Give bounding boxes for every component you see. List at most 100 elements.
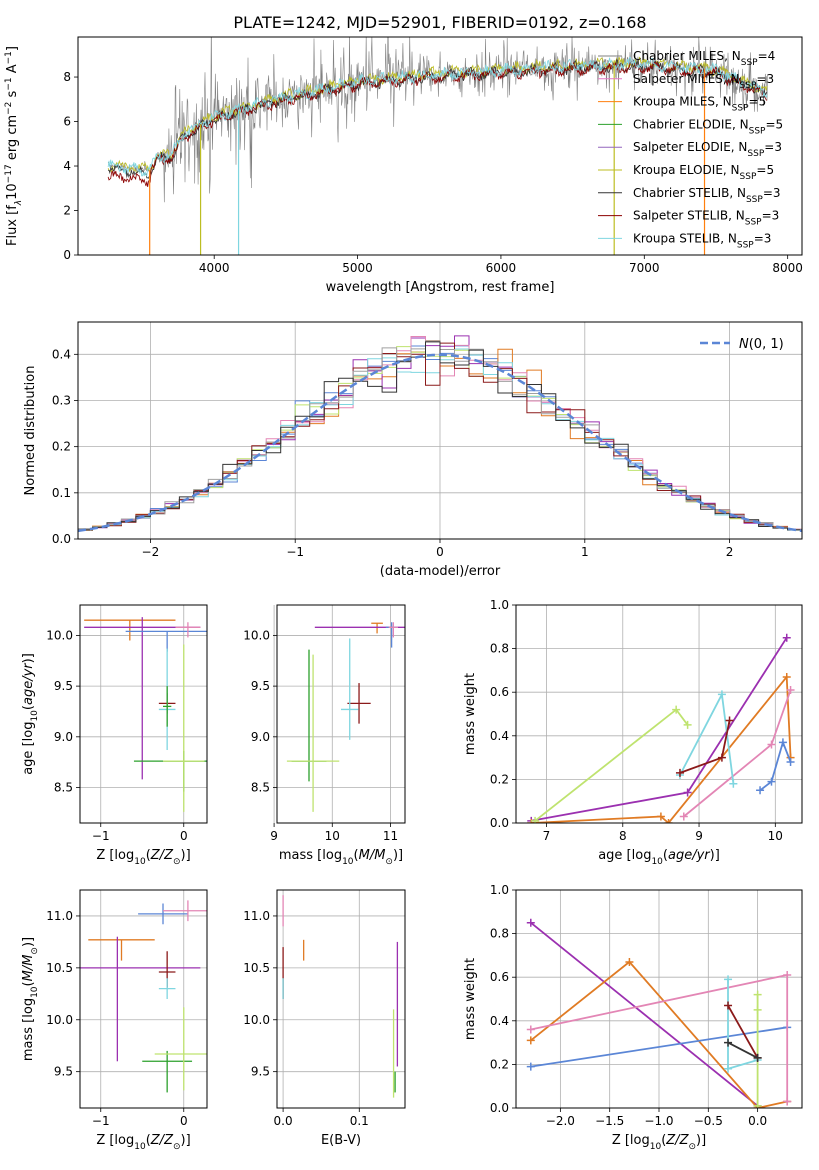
legend-entry-sub: SSP [741, 58, 758, 68]
legend-entry-text: Kroupa STELIB, N [633, 231, 737, 245]
age_vs_Z-ylabel-part: age [log [21, 722, 36, 775]
spectrum-ylabel-part: ] [5, 46, 20, 51]
weight_vs_Z-point-marker [526, 1062, 535, 1071]
weight_vs_Z-series-line [727, 1005, 759, 1059]
mass_vs_Z-ytick-label: 11.0 [46, 909, 73, 923]
mass_vs_EBV-xlabel: E(B-V) [321, 1133, 361, 1148]
weight_vs_Z-xtick-label: −0.5 [694, 1114, 723, 1128]
weight_vs_Z-xtick-label: −1.0 [644, 1114, 673, 1128]
weight_vs_age-point-marker [767, 740, 776, 749]
residuals-normal-curve [78, 353, 802, 533]
weight_vs_age-ylabel-part: mass weight [463, 673, 478, 755]
weight_vs_Z-xlabel-part: )] [696, 1133, 706, 1148]
age_vs_mass-xlabel: mass [log10(M/M⊙)] [279, 848, 403, 867]
age_vs_mass-axes: 9 10 11 8.5 9.0 9.5 10.0 [243, 605, 405, 843]
spectrum-ylabel: Flux [fλ10−17 erg cm−2 s−1 A−1] [4, 46, 24, 246]
spectrum-lines [107, 37, 768, 255]
weight_vs_Z-ylabel-part: mass weight [463, 958, 478, 1040]
mass_vs_Z-xlabel-part: Z [log [96, 1133, 134, 1148]
weight_vs_age-frame [515, 604, 803, 824]
weight_vs_age-ytick-label: 1.0 [490, 598, 509, 612]
spectrum-ytick-label: 4 [63, 159, 71, 173]
weight_vs_age-xtick-label: 10 [768, 829, 783, 843]
mass_vs_EBV-frame [276, 889, 406, 1109]
legend-entry-label: Chabrier ELODIE, NSSP=5 [633, 117, 783, 136]
spectrum-ylabel-part: λ [14, 200, 24, 206]
weight_vs_age-ytick-label: 0.4 [490, 729, 509, 743]
residuals-hists [78, 335, 802, 534]
mass_vs_EBV-ytick-label: 11.0 [243, 909, 270, 923]
residuals-ytick-label: 0.1 [52, 486, 71, 500]
age_vs_Z-xtick-label: −1 [92, 829, 110, 843]
mass_vs_Z-xlabel: Z [log10(Z/Z⊙)] [96, 1133, 190, 1152]
legend-entry-sub: SSP [745, 218, 762, 228]
weight_vs_Z-point-marker [753, 1101, 762, 1108]
weight_vs_age-point-marker [729, 779, 738, 788]
age_vs_mass-xlabel-part: 10 [342, 857, 354, 867]
residuals-xlabel: (data-model)/error [380, 564, 501, 579]
legend-entry-sub: SSP [740, 81, 757, 91]
spectrum-observed-line [107, 37, 768, 203]
weight_vs_age-ytick-label: 0.8 [490, 642, 509, 656]
weight_vs_age-point-marker [786, 686, 795, 695]
spectrum-ytick-label: 0 [63, 248, 71, 262]
legend-entry-value: =5 [765, 117, 783, 131]
weight_vs_Z-point-marker [753, 1053, 762, 1062]
weight_vs_Z-series-line [530, 921, 759, 1107]
mass_vs_EBV-ytick-label: 10.0 [243, 1013, 270, 1027]
weight_vs_Z-xlabel-part: ( [661, 1133, 666, 1148]
legend-args: (0, 1) [749, 337, 784, 352]
age_vs_Z-ytick-label: 8.5 [54, 781, 73, 795]
age_vs_Z-xlabel-part: Z/Z [150, 848, 174, 863]
weight_vs_Z-ytick-label: 0.0 [490, 1101, 509, 1115]
legend-entry-label: Kroupa ELODIE, NSSP=5 [633, 163, 774, 182]
spectrum-ylabel-part: erg cm [5, 115, 20, 164]
weight_vs_Z-ytick-label: 0.6 [490, 970, 509, 984]
spectrum-xtick-label: 7000 [629, 261, 660, 275]
mass_vs_Z-xtick-label: −1 [92, 1114, 110, 1128]
legend-entry-value: =5 [756, 163, 774, 177]
legend-entry-sub: SSP [746, 195, 763, 205]
spectrum-xtick-label: 8000 [772, 261, 803, 275]
mass_vs_Z-ylabel: mass [log10(M/M⊙)] [21, 937, 40, 1061]
weight_vs_age-point-marker [782, 633, 791, 642]
legend-entry-sub: SSP [732, 104, 749, 114]
age_vs_mass-xlabel-part: mass [log [279, 848, 342, 863]
weight_vs_Z-series-line [727, 1041, 759, 1059]
residuals-xtick-label: 0 [436, 545, 444, 559]
legend-entry-value: =4 [758, 49, 776, 63]
age_vs_Z-ylabel-part: ( [21, 705, 36, 710]
mass_vs_EBV-axes: 0.0 0.1 9.5 10.0 10.5 11.0 [243, 890, 405, 1128]
age_vs_mass-xlabel-part: ⊙ [385, 857, 393, 867]
legend-entry-label: Salpeter MILES, NSSP=3 [633, 72, 774, 91]
weight_vs_Z-frame [515, 889, 803, 1109]
mass_vs_EBV-ytick-label: 10.5 [243, 961, 270, 975]
legend-entry-text: Salpeter MILES, N [633, 72, 740, 86]
mass_vs_Z-xlabel-part: Z/Z [150, 1133, 174, 1148]
mass_vs_Z-points [80, 900, 207, 1093]
weight_vs_age-series-line [683, 689, 792, 818]
legend-entry-label: Chabrier MILES, NSSP=4 [633, 49, 775, 68]
mass_vs_Z-ylabel-part: ( [21, 981, 36, 986]
weight_vs_age-xlabel-part: age [log [598, 848, 651, 863]
age_vs_mass-ytick-label: 9.0 [251, 730, 270, 744]
age_vs_Z-xlabel: Z [log10(Z/Z⊙)] [96, 848, 190, 867]
legend-entry-text: Salpeter ELODIE, N [633, 140, 747, 154]
weight_vs_age-point-marker [786, 757, 795, 766]
spectrum-axes: 4000 5000 6000 7000 8000 0 2 4 6 8 [63, 70, 803, 275]
residuals-ylabel: Normed distribution [23, 366, 38, 496]
age_vs_mass-points [286, 622, 405, 812]
residuals-xtick-label: −2 [142, 545, 160, 559]
weight_vs_age-point-marker [717, 753, 726, 762]
legend-entry-label: Kroupa STELIB, NSSP=3 [633, 231, 771, 250]
age_vs_mass-xlabel-part: M/M [359, 848, 386, 863]
age_vs_Z-xtick-label: 0 [180, 829, 188, 843]
age_vs_Z-ylabel-part: age/yr [21, 662, 36, 705]
age_vs_Z-ytick-label: 9.0 [54, 730, 73, 744]
weight_vs_Z-ytick-label: 0.2 [490, 1057, 509, 1071]
legend-entry-value: =3 [764, 140, 782, 154]
mass_vs_Z-ylabel-part: ⊙ [30, 947, 40, 955]
weight_vs_Z-point-marker [724, 1001, 733, 1010]
weight_vs_Z-point-marker [526, 918, 535, 927]
weight_vs_age-xlabel-part: ( [663, 848, 668, 863]
